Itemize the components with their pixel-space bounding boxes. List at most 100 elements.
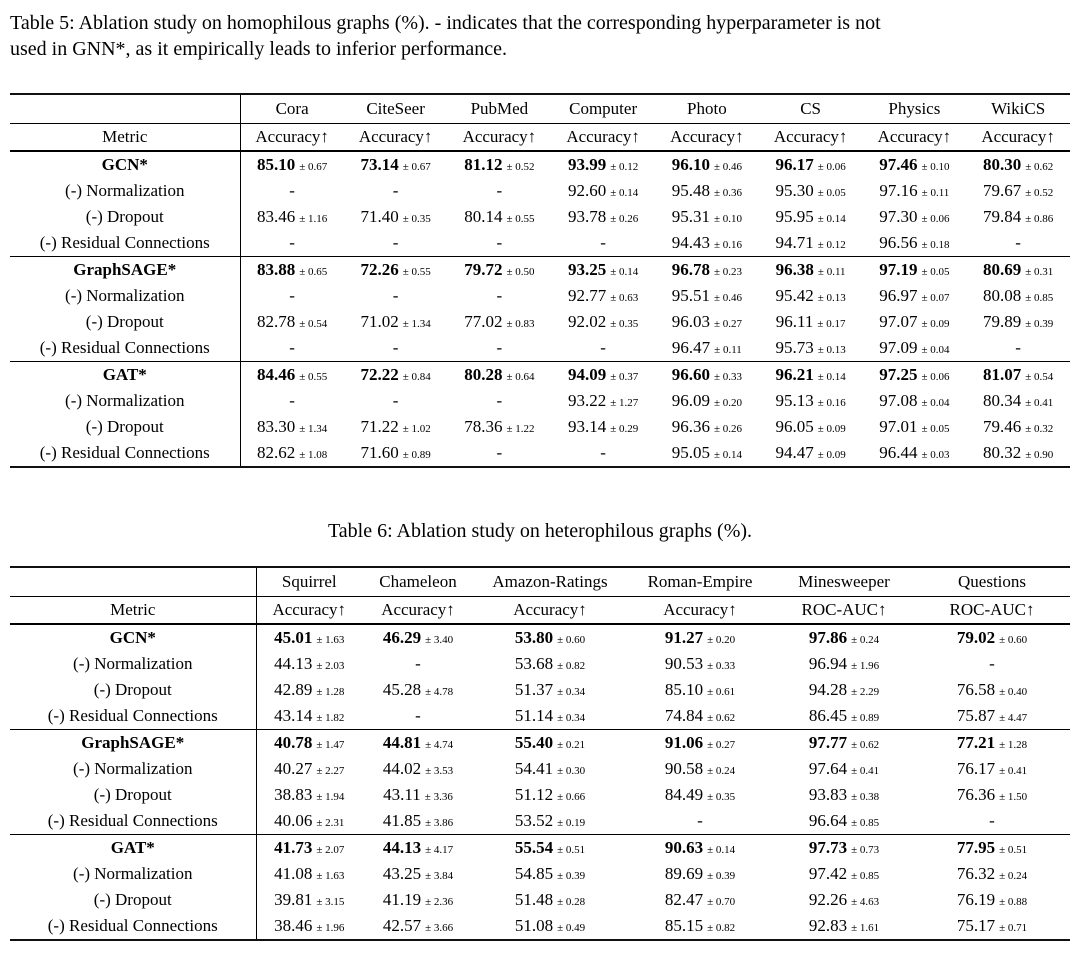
dataset-header: Computer — [551, 93, 655, 124]
metric-header: Accuracy↑ — [655, 123, 759, 152]
metric-value: 72.26 — [360, 259, 399, 279]
metric-value: 95.31 — [671, 206, 710, 226]
value-cell: - — [496, 285, 503, 305]
std-dev: ± 0.14 — [713, 448, 743, 461]
dataset-header: CiteSeer — [343, 93, 448, 124]
std-dev: ± 1.94 — [316, 791, 345, 804]
value-cell: 79.72 ± 0.50 — [447, 255, 552, 283]
metric-value: 44.13 — [382, 838, 422, 858]
std-dev: ± 0.24 — [707, 765, 736, 778]
metric-value: 40.78 — [274, 733, 313, 753]
metric-value: 90.63 — [664, 838, 704, 858]
metric-value: 95.95 — [775, 206, 814, 226]
std-dev: ± 0.38 — [851, 791, 880, 804]
metric-value: 74.84 — [664, 706, 704, 726]
value-cell: 96.05 ± 0.09 — [759, 414, 863, 440]
std-dev: ± 0.52 — [1025, 186, 1054, 199]
table-row: (-) Dropout 38.83 ± 1.94 43.11 ± 3.36 51.12 ± … — [10, 782, 1070, 809]
value-cell: 39.81 ± 3.15 — [255, 887, 362, 914]
std-dev: ± 3.36 — [424, 791, 453, 804]
std-dev: ± 0.32 — [1025, 422, 1054, 435]
std-dev: ± 0.49 — [557, 922, 586, 935]
metric-value: 96.17 — [775, 154, 814, 174]
std-dev: ± 1.16 — [299, 212, 328, 225]
value-cell: 90.63 ± 0.14 — [626, 834, 774, 862]
value-cell: 43.14 ± 1.82 — [255, 703, 362, 730]
metric-value: 76.32 — [956, 864, 996, 884]
metric-value: 93.83 — [808, 785, 848, 805]
metric-value: 95.30 — [775, 180, 814, 200]
value-cell: 38.46 ± 1.96 — [255, 913, 362, 941]
value-cell: 96.09 ± 0.20 — [655, 388, 759, 414]
std-dev: ± 0.17 — [817, 317, 846, 330]
metric-value: 72.22 — [360, 364, 399, 384]
value-cell: - — [239, 177, 344, 204]
value-cell: 96.38 ± 0.11 — [758, 255, 863, 283]
std-dev: ± 0.26 — [610, 212, 639, 225]
metric-value: 45.28 — [382, 680, 422, 700]
value-cell: 93.22 ± 1.27 — [551, 388, 655, 414]
std-dev: ± 0.28 — [557, 896, 586, 909]
value-cell: 40.06 ± 2.31 — [255, 808, 362, 835]
metric-value: 41.08 — [274, 864, 313, 884]
metric-value: 97.30 — [879, 206, 918, 226]
value-cell: 80.14 ± 0.55 — [448, 204, 552, 230]
metric-value: 42.89 — [274, 680, 313, 700]
std-dev: ± 1.96 — [851, 660, 880, 673]
metric-value: 96.36 — [671, 416, 710, 436]
std-dev: ± 0.21 — [557, 739, 586, 752]
std-dev: ± 0.88 — [999, 896, 1028, 909]
metric-value: 96.56 — [879, 232, 918, 252]
std-dev: ± 0.30 — [557, 765, 586, 778]
std-dev: ± 0.10 — [713, 212, 743, 225]
metric-value: 82.78 — [256, 311, 296, 331]
value-cell: 80.30 ± 0.62 — [966, 151, 1070, 178]
metric-value: 96.78 — [671, 259, 710, 279]
value-cell: 83.88 ± 0.65 — [239, 255, 344, 283]
std-dev: ± 0.12 — [817, 238, 846, 251]
metric-value: 94.71 — [775, 232, 814, 252]
std-dev: ± 1.61 — [851, 922, 880, 935]
value-cell: - — [600, 232, 606, 252]
value-cell: 97.07 ± 0.09 — [863, 309, 967, 335]
metric-header: Accuracy↑ — [862, 123, 967, 152]
value-cell: 78.36 ± 1.22 — [448, 414, 552, 440]
value-cell: 76.19 ± 0.88 — [914, 887, 1070, 913]
value-cell: 94.43 ± 0.16 — [655, 230, 759, 257]
value-cell: 51.12 ± 0.66 — [474, 782, 626, 808]
value-cell: 75.17 ± 0.71 — [914, 913, 1070, 940]
metric-value: 81.12 — [464, 154, 503, 174]
dataset-header: Physics — [862, 93, 967, 124]
value-cell: 43.25 ± 3.84 — [362, 861, 474, 887]
value-cell: 75.87 ± 4.47 — [914, 703, 1070, 730]
value-cell: 72.26 ± 0.55 — [343, 255, 448, 283]
std-dev: ± 4.74 — [425, 739, 454, 752]
std-dev: ± 0.46 — [713, 160, 743, 173]
value-cell: 96.78 ± 0.23 — [655, 255, 759, 283]
metric-value: 94.09 — [567, 364, 607, 384]
metric-value: 77.21 — [956, 733, 996, 753]
std-dev: ± 0.63 — [610, 291, 639, 304]
table-row: (-) Residual Connections - - - -94.43 ± 0.16 9… — [10, 229, 1070, 257]
std-dev: ± 0.20 — [713, 396, 743, 409]
std-dev: ± 0.10 — [921, 160, 950, 173]
value-cell: - — [239, 387, 344, 414]
metric-value: 82.47 — [664, 890, 704, 910]
metric-value: 96.21 — [775, 364, 814, 384]
dataset-header: PubMed — [447, 93, 552, 124]
value-cell: 80.32 ± 0.90 — [966, 440, 1070, 467]
value-cell: 82.47 ± 0.70 — [626, 887, 774, 913]
metric-label: Metric — [10, 596, 256, 626]
std-dev: ± 0.55 — [299, 370, 328, 383]
metric-header: Accuracy↑ — [626, 596, 774, 626]
std-dev: ± 1.22 — [506, 422, 535, 435]
dataset-header: Photo — [655, 93, 759, 124]
table5-caption-line2: used in GNN*, as it empirically leads to… — [10, 38, 508, 61]
metric-value: 97.73 — [808, 838, 848, 858]
value-cell: 94.71 ± 0.12 — [759, 230, 863, 257]
value-cell: 89.69 ± 0.39 — [626, 861, 774, 887]
table-row: (-) Dropout 82.78 ± 0.54 71.02 ± 1.34 77.02 ± … — [10, 308, 1070, 335]
value-cell: 71.02 ± 1.34 — [344, 309, 448, 335]
std-dev: ± 3.53 — [425, 765, 454, 778]
metric-value: 92.60 — [567, 180, 607, 200]
